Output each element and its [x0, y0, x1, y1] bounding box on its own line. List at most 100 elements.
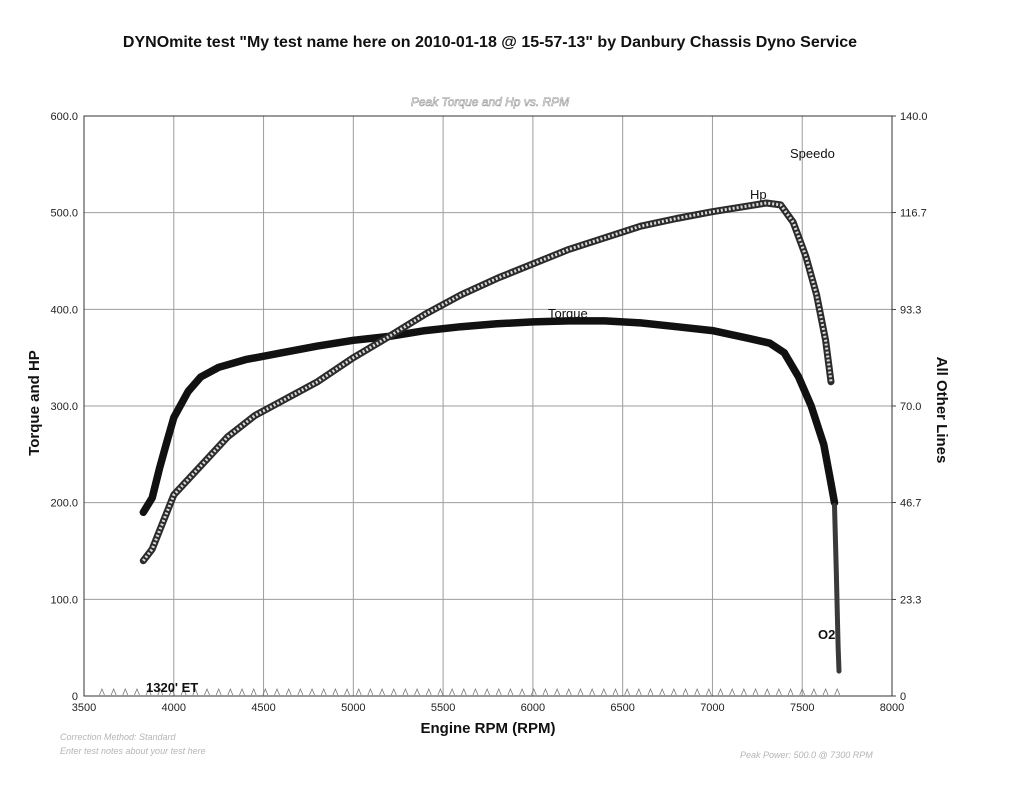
y-tick-label: 600.0 [50, 111, 78, 123]
footer-peak-power: Peak Power: 500.0 @ 7300 RPM [740, 750, 873, 760]
et-marker [822, 687, 829, 696]
series-label-hp: Hp [750, 187, 767, 202]
y-axis-title: Torque and HP [26, 350, 43, 456]
report-title: DYNOmite test "My test name here on 2010… [122, 34, 858, 51]
et-marker [530, 687, 537, 696]
et-marker [425, 687, 432, 696]
et-marker [507, 687, 514, 696]
et-marker [402, 687, 409, 696]
et-marker [659, 687, 666, 696]
et-marker [379, 687, 385, 696]
et-marker [180, 687, 187, 696]
et-marker [519, 687, 525, 696]
et-marker [542, 687, 549, 696]
et-marker [367, 687, 374, 696]
series-label-o2: O2 [818, 627, 835, 642]
y2-tick-label: 23.3 [900, 594, 921, 606]
et-marker [624, 687, 631, 696]
et-marker [297, 687, 304, 696]
et-marker [99, 687, 105, 696]
series-label-torque: Torque [548, 306, 588, 321]
et-marker [740, 687, 747, 696]
et-marker [460, 687, 467, 696]
x-tick-label: 6000 [521, 702, 545, 714]
et-marker [834, 687, 841, 696]
chart-subtitle: Peak Torque and Hp vs. RPM [411, 95, 569, 109]
y-tick-label: 500.0 [50, 208, 78, 220]
et-marker [145, 687, 152, 696]
y-tick-label: 200.0 [50, 498, 78, 510]
chart-grid [84, 116, 892, 696]
et-marker [274, 687, 280, 696]
et-marker [227, 687, 234, 696]
et-marker [332, 687, 339, 696]
et-marker [799, 687, 806, 696]
et-marker [239, 687, 245, 696]
x-tick-label: 8000 [880, 702, 904, 714]
et-marker [414, 687, 420, 696]
et-marker [811, 687, 817, 696]
x-tick-label: 3500 [72, 702, 96, 714]
et-marker [134, 687, 140, 696]
x-tick-label: 7000 [700, 702, 724, 714]
et-marker [449, 687, 455, 696]
et-marker [717, 687, 724, 696]
series-line-o2 [832, 502, 842, 674]
et-marker [589, 687, 596, 696]
y2-tick-label: 70.0 [900, 401, 921, 413]
y-tick-label: 0 [72, 691, 78, 703]
et-marker [600, 687, 607, 696]
et-marker [787, 687, 794, 696]
y2-tick-label: 140.0 [900, 111, 928, 123]
et-marker [320, 687, 327, 696]
et-marker [764, 687, 771, 696]
et-marker [192, 687, 199, 696]
x-axis-title: Engine RPM (RPM) [421, 720, 556, 737]
et-marker [612, 687, 619, 696]
y-tick-label: 400.0 [50, 304, 78, 316]
et-marker [647, 687, 654, 696]
y-tick-label: 100.0 [50, 594, 78, 606]
et-marker [484, 687, 490, 696]
et-marker [262, 687, 269, 696]
et-marker [705, 687, 712, 696]
et-marker [309, 687, 315, 696]
et-marker [752, 687, 759, 696]
et-marker [215, 687, 222, 696]
et-marker [355, 687, 362, 696]
et-marker [390, 687, 397, 696]
y2-tick-label: 0 [900, 691, 906, 703]
et-marker [682, 687, 689, 696]
x-tick-label: 4500 [251, 702, 275, 714]
footer-test-notes: Enter test notes about your test here [60, 746, 206, 756]
footer-correction-method: Correction Method: Standard [60, 732, 177, 742]
x-tick-label: 7500 [790, 702, 814, 714]
y2-tick-label: 46.7 [900, 498, 921, 510]
series-label-speedo: Speedo [790, 146, 835, 161]
et-marker [694, 687, 701, 696]
et-marker [110, 687, 117, 696]
series-line-torque [139, 317, 839, 517]
series-line-hp [139, 199, 835, 565]
et-marker [729, 687, 736, 696]
et-marker [344, 687, 350, 696]
et-marker [554, 687, 560, 696]
series-line-hp-hatch [142, 201, 833, 562]
et-marker [670, 687, 677, 696]
et-marker [776, 687, 782, 696]
et-marker [285, 687, 292, 696]
axis-ticks: 3500 4000 4500 5000 5500 6000 6500 7000 7500 8000… [50, 111, 927, 714]
et-marker [437, 687, 444, 696]
series-lines [139, 199, 842, 674]
et-marker [250, 687, 257, 696]
et-marker [204, 687, 210, 696]
y-tick-label: 300.0 [50, 401, 78, 413]
y2-tick-label: 116.7 [900, 208, 927, 220]
et-marker [635, 687, 642, 696]
et-marker [577, 687, 584, 696]
x-tick-label: 6500 [610, 702, 634, 714]
et-marker [169, 687, 175, 696]
x-tick-label: 5000 [341, 702, 365, 714]
